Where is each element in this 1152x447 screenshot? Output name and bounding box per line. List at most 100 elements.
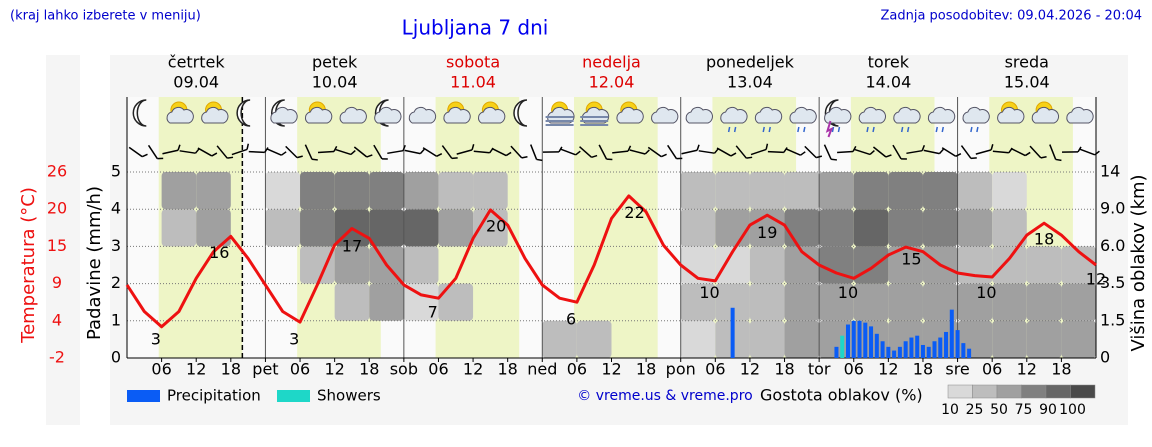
cloud-legend-swatch <box>973 385 998 398</box>
cloud-cell <box>404 172 439 209</box>
cloud-legend-swatch <box>1071 385 1096 398</box>
precip-bar <box>961 343 965 358</box>
day-date: 14.04 <box>865 73 911 92</box>
y-axis-label: Padavine (mm/h) <box>84 186 105 340</box>
x-tick-label: 18 <box>913 360 933 379</box>
temp-label: 18 <box>1034 230 1054 249</box>
legend-swatch <box>127 390 160 402</box>
cloud-cell <box>750 172 785 209</box>
precip-bar <box>944 332 948 358</box>
cloud-cell <box>785 321 820 358</box>
cloud-cell <box>715 209 750 246</box>
cloud-cell <box>681 321 716 358</box>
temp-tick-label: 9 <box>52 273 62 292</box>
y2-tick-label: 6.0 <box>1100 236 1125 255</box>
y-tick-label: 4 <box>111 199 121 218</box>
x-tick-label: 12 <box>186 360 206 379</box>
x-tick-label: 18 <box>359 360 379 379</box>
cloud-cell <box>438 284 473 321</box>
cloud-cell <box>300 246 335 283</box>
precip-bar <box>731 308 735 358</box>
temp-label: 19 <box>757 223 777 242</box>
temp-label: 17 <box>342 236 362 255</box>
precip-bar <box>950 310 954 358</box>
y2-tick-label: 0 <box>1100 348 1110 367</box>
x-tick-label: 12 <box>324 360 344 379</box>
cloud-cell <box>162 209 197 246</box>
temp-tick-label: 20 <box>47 199 67 218</box>
cloud-cell <box>438 172 473 209</box>
x-tick-label: 06 <box>844 360 864 379</box>
x-tick-label: 18 <box>497 360 517 379</box>
x-tick-label: 06 <box>290 360 310 379</box>
rain-drop <box>977 127 978 132</box>
cloud-cell <box>681 172 716 209</box>
temp-label: 10 <box>699 283 719 302</box>
precip-bar <box>904 341 908 358</box>
rain-drop <box>804 127 805 132</box>
x-tick-label: pet <box>252 360 278 379</box>
x-tick-label: 12 <box>463 360 483 379</box>
cloud-cell <box>369 172 404 209</box>
temp-tick-label: 26 <box>47 162 67 181</box>
cloud-cell <box>750 284 785 321</box>
temp-tick-label: 15 <box>47 236 67 255</box>
temp-tick-label: -2 <box>49 348 65 367</box>
x-tick-label: ned <box>527 360 557 379</box>
precip-bar <box>927 347 931 358</box>
day-date: 10.04 <box>312 73 358 92</box>
x-tick-label: 18 <box>1051 360 1071 379</box>
legend-swatch <box>277 390 310 402</box>
cloud-legend-swatch <box>1022 385 1047 398</box>
temp-label: 7 <box>428 303 438 322</box>
x-tick-label: 06 <box>428 360 448 379</box>
precip-bar <box>846 325 850 358</box>
x-tick-label: 18 <box>221 360 241 379</box>
cloud-cell <box>1061 321 1096 358</box>
temp-label: 22 <box>624 203 644 222</box>
day-date: 13.04 <box>727 73 773 92</box>
rain-drop <box>902 127 903 132</box>
temp-axis-label: Temperatura (°C) <box>18 187 39 344</box>
cloud-cell <box>404 209 439 246</box>
precip-bar <box>956 330 960 358</box>
cloud-cell <box>369 209 404 246</box>
day-name: petek <box>312 53 358 72</box>
precip-bar <box>875 334 879 358</box>
cloud-legend-swatch <box>1046 385 1071 398</box>
cloud-cell <box>1027 246 1062 283</box>
cloud-cell <box>854 209 889 246</box>
y-tick-label: 2 <box>111 273 121 292</box>
precip-bar <box>881 341 885 358</box>
cloud-legend-swatch <box>997 385 1022 398</box>
x-tick-label: 06 <box>705 360 725 379</box>
cloud-cell <box>992 284 1027 321</box>
temp-label: 10 <box>976 283 996 302</box>
precip-bar <box>921 345 925 358</box>
cloud-cell <box>854 246 889 283</box>
cloud-legend-label: 50 <box>990 402 1008 418</box>
cloud-cell <box>958 172 993 209</box>
rain-drop <box>867 127 868 132</box>
cloud-cell <box>992 321 1027 358</box>
cloud-cell <box>162 172 197 209</box>
cloud-cell <box>1027 321 1062 358</box>
rain-drop <box>729 127 730 132</box>
cloud-cell <box>1061 284 1096 321</box>
cloud-cell <box>369 284 404 321</box>
cloud-legend-label: 100 <box>1059 402 1086 418</box>
day-name: nedelja <box>582 53 641 72</box>
precip-bar <box>915 336 919 358</box>
x-tick-label: 12 <box>878 360 898 379</box>
barb-shaft <box>318 152 334 153</box>
legend-label: Showers <box>317 387 381 405</box>
x-tick-label: 06 <box>567 360 587 379</box>
cloud-legend-title: Gostota oblakov (%) <box>760 386 923 405</box>
y-tick-label: 5 <box>111 162 121 181</box>
temp-label: 10 <box>838 283 858 302</box>
x-tick-label: 18 <box>636 360 656 379</box>
cloud-cell <box>958 209 993 246</box>
temp-label: 3 <box>289 329 299 348</box>
rain-drop <box>936 127 937 132</box>
